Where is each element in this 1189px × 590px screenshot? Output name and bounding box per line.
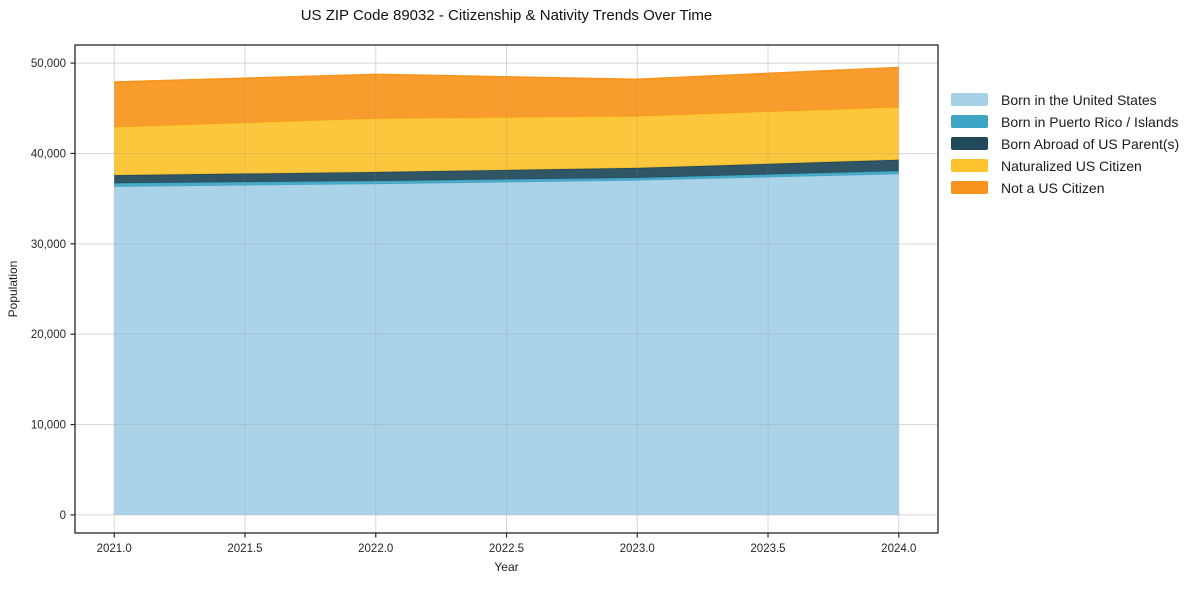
x-axis-label: Year [494, 560, 519, 574]
legend-item-4: Not a US Citizen [951, 179, 1179, 196]
legend-swatch-icon [951, 115, 988, 128]
chart-title: US ZIP Code 89032 - Citizenship & Nativi… [300, 7, 713, 24]
area-series-3 [114, 107, 899, 176]
y-tick-label: 0 [60, 510, 66, 522]
legend: Born in the United States Born in Puerto … [951, 91, 1180, 203]
area-series-0 [114, 174, 899, 515]
x-tick-label: 2021.5 [227, 543, 262, 555]
x-tick-label: 2024.0 [881, 543, 916, 555]
legend-swatch-icon [951, 93, 988, 106]
x-tick-label: 2022.5 [489, 543, 524, 555]
legend-item-3: Naturalized US Citizen [951, 157, 1179, 174]
legend-label: Naturalized US Citizen [1001, 157, 1142, 174]
legend-label: Born Abroad of US Parent(s) [1001, 135, 1180, 152]
x-tick-label: 2023.0 [620, 543, 655, 555]
legend-label: Born in the United States [1001, 91, 1157, 108]
legend-item-1: Born in Puerto Rico / Islands [951, 113, 1179, 130]
y-tick-label: 20,000 [31, 329, 66, 341]
y-tick-label: 50,000 [31, 58, 66, 70]
area-series-edge-4 [114, 66, 899, 83]
area-series-4 [114, 67, 899, 128]
y-tick-label: 30,000 [31, 239, 66, 251]
y-tick-label: 10,000 [31, 420, 66, 432]
x-tick-label: 2023.5 [750, 543, 785, 555]
legend-item-2: Born Abroad of US Parent(s) [951, 135, 1180, 152]
legend-swatch-icon [951, 181, 988, 194]
legend-item-0: Born in the United States [951, 91, 1179, 108]
legend-swatch-icon [951, 159, 988, 172]
y-tick-label: 40,000 [31, 148, 66, 160]
legend-label: Not a US Citizen [1001, 179, 1105, 196]
legend-label: Born in Puerto Rico / Islands [1001, 113, 1179, 130]
x-tick-label: 2022.0 [358, 543, 393, 555]
x-tick-label: 2021.0 [97, 543, 132, 555]
area-series-2 [114, 159, 899, 184]
area-series-1 [114, 171, 899, 187]
legend-swatch-icon [951, 137, 988, 150]
